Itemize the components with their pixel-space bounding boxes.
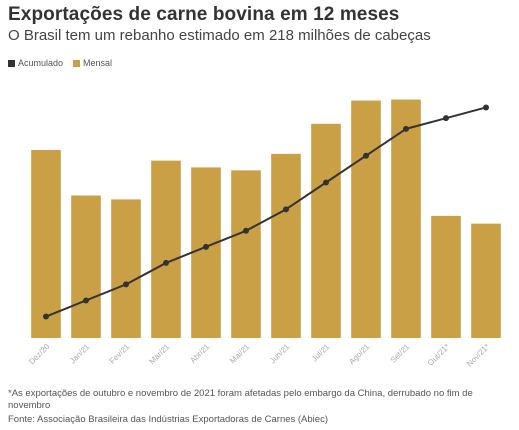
- point-acumulado-nov21: [483, 104, 489, 111]
- bar-mar21: [151, 160, 181, 338]
- bar-jan21: [71, 195, 101, 338]
- line-series-acumulado: [43, 104, 489, 320]
- x-tick-label: Jun/21: [268, 342, 292, 366]
- legend-item-acumulado: Acumulado: [8, 58, 63, 68]
- bar-jul21: [311, 123, 341, 338]
- footnote: *As exportações de outubro e novembro de…: [8, 388, 473, 411]
- legend-label-acumulado: Acumulado: [18, 58, 64, 68]
- bar-fev21: [111, 199, 141, 338]
- point-acumulado-jan21: [83, 297, 89, 304]
- point-acumulado-mar21: [163, 259, 169, 266]
- legend-swatch-mensal: [73, 59, 81, 67]
- x-tick-label: Dez/20: [27, 342, 52, 367]
- bar-abr21: [191, 167, 221, 338]
- point-acumulado-mai21: [243, 227, 249, 234]
- chart-subtitle: O Brasil tem um rebanho estimado em 218 …: [8, 27, 431, 44]
- x-tick-label: Mai/21: [228, 342, 252, 366]
- bar-mai21: [231, 170, 261, 338]
- line-acumulado: [45, 106, 487, 318]
- point-acumulado-ago21: [363, 152, 369, 159]
- x-tick-label: Abr/21: [188, 342, 211, 365]
- point-acumulado-fev21: [123, 281, 129, 288]
- legend-item-mensal: Mensal: [73, 58, 112, 68]
- point-acumulado-dez20: [43, 313, 49, 320]
- x-tick-label: Out/21*: [426, 342, 452, 368]
- point-acumulado-jun21: [283, 206, 289, 213]
- bar-dez20: [31, 149, 61, 338]
- source-note: Fonte: Associação Brasileira das Indústr…: [8, 414, 328, 425]
- point-acumulado-out21: [443, 115, 449, 122]
- x-tick-label: Jul/21: [310, 342, 332, 364]
- x-tick-label: Set/21: [389, 342, 412, 365]
- chart-legend: Acumulado Mensal: [8, 58, 122, 68]
- x-tick-label: Ago/21: [347, 342, 372, 367]
- x-tick-label: Fev/21: [108, 342, 132, 366]
- point-acumulado-set21: [403, 125, 409, 132]
- x-tick-label: Nov/21*: [465, 342, 491, 368]
- chart-title: Exportações de carne bovina em 12 meses: [8, 4, 400, 25]
- bar-ago21: [351, 100, 381, 339]
- bar-out21: [431, 215, 461, 338]
- x-axis-ticks: Dez/20 Jan/21 Fev/21 Mar/21 Abr/21 Mai/21 Jun/…: [27, 342, 491, 369]
- point-acumulado-abr21: [203, 243, 209, 250]
- legend-swatch-acumulado: [8, 59, 15, 67]
- bar-nov21: [471, 223, 501, 338]
- x-tick-label: Jan/21: [68, 342, 92, 366]
- bar-series-mensal: [31, 99, 501, 339]
- legend-label-mensal: Mensal: [83, 58, 113, 68]
- bar-jun21: [271, 153, 301, 338]
- x-tick-label: Mar/21: [147, 342, 171, 366]
- bar-set21: [391, 99, 421, 338]
- point-acumulado-jul21: [323, 179, 329, 186]
